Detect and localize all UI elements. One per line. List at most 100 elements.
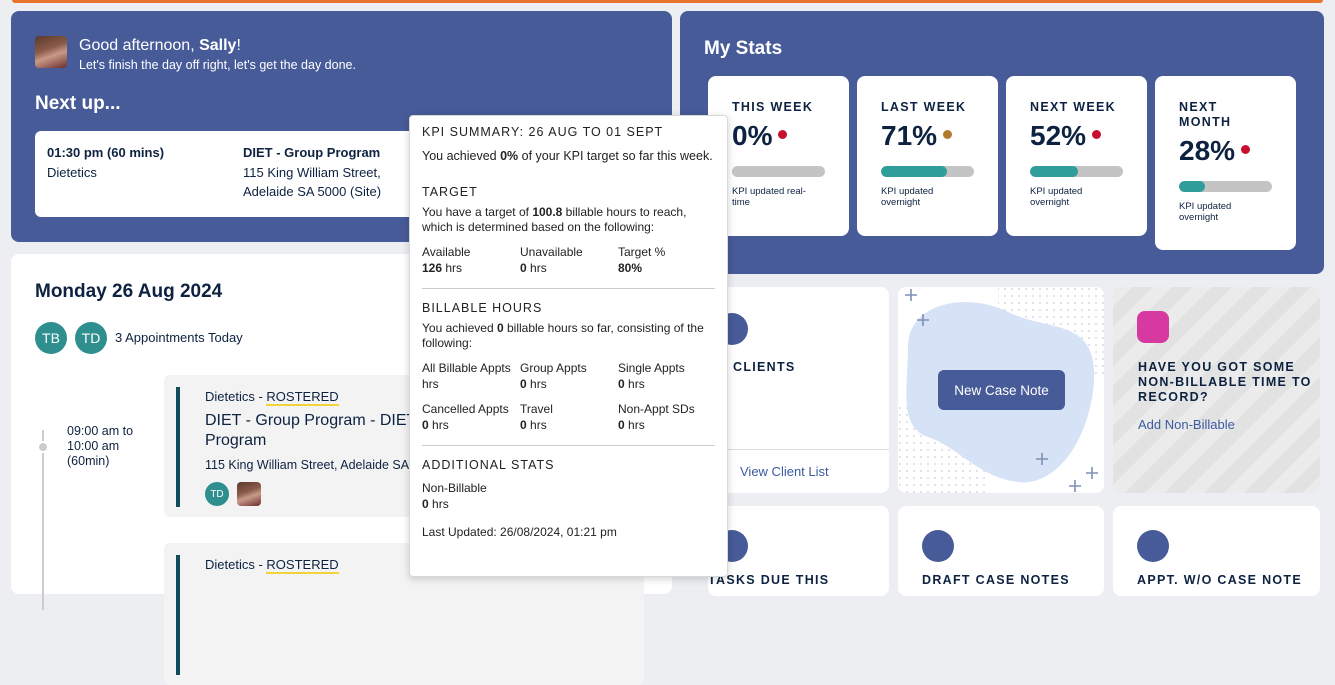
status: ROSTERED bbox=[266, 389, 339, 406]
stat-item: All Billable Appts hrs bbox=[422, 360, 520, 392]
progress-fill bbox=[1179, 181, 1206, 192]
progress-fill bbox=[881, 166, 948, 177]
stat-value: 71% bbox=[881, 120, 953, 152]
section-title: Next up... bbox=[35, 93, 121, 114]
subtitle: Let's finish the day off right, let's ge… bbox=[79, 58, 356, 72]
target-items: Available 126 hrs Unavailable 0 hrs Target %… bbox=[422, 244, 715, 276]
status-dot bbox=[778, 130, 788, 140]
target-text: You have a target of 100.8 billable hour… bbox=[422, 205, 715, 235]
item-unit: hrs bbox=[526, 261, 547, 275]
progress-track bbox=[1179, 181, 1272, 192]
kpi-tooltip: KPI SUMMARY: 26 AUG TO 01 SEPT You achie… bbox=[409, 115, 728, 577]
service: Dietetics bbox=[47, 165, 97, 180]
text: You achieved bbox=[422, 321, 497, 335]
card-title: HAVE YOU GOT SOME NON-BILLABLE TIME TO R… bbox=[1138, 360, 1312, 404]
stat-value: 52% bbox=[1030, 120, 1102, 152]
stat-note: KPI updated overnight bbox=[1030, 186, 1083, 208]
item-label: Non-Appt SDs bbox=[618, 402, 695, 416]
value-label: 52% bbox=[1030, 120, 1087, 151]
billable-text: You achieved 0 billable hours so far, co… bbox=[422, 321, 715, 351]
item-number: 126 bbox=[422, 261, 443, 275]
item-label: Cancelled Appts bbox=[422, 402, 509, 416]
appointment-time: 09:00 am to 10:00 am (60min) bbox=[67, 424, 134, 468]
text: of your KPI target so far this week. bbox=[518, 149, 713, 163]
icon bbox=[922, 530, 954, 562]
stat-label: LAST WEEK bbox=[881, 100, 967, 114]
item-unit: hrs bbox=[526, 377, 547, 391]
status: ROSTERED bbox=[266, 557, 339, 574]
address: 115 King William Street, Adelaide SA 500… bbox=[205, 458, 440, 472]
card-title: CLIENTS bbox=[733, 360, 796, 374]
accent bbox=[176, 555, 180, 675]
timeline-dot bbox=[37, 441, 49, 453]
button[interactable]: New Case Note bbox=[938, 370, 1065, 410]
tooltip-title: KPI SUMMARY: 26 AUG TO 01 SEPT bbox=[422, 125, 664, 139]
stat-note: KPI updated overnight bbox=[1179, 201, 1232, 223]
staff-badge: TD bbox=[75, 322, 107, 354]
item-number: 0 bbox=[618, 418, 625, 432]
summary: 3 Appointments Today bbox=[115, 330, 243, 345]
item-label: Single Appts bbox=[618, 361, 685, 375]
address: 115 King William Street, bbox=[243, 165, 381, 180]
heading: TARGET bbox=[422, 185, 478, 199]
progress-track bbox=[1030, 166, 1123, 177]
item-label: All Billable Appts bbox=[422, 361, 511, 375]
text: You have a target of bbox=[422, 205, 533, 219]
stat-note: KPI updated overnight bbox=[881, 186, 934, 208]
value: 0 bbox=[496, 321, 504, 335]
top-bar bbox=[12, 0, 1323, 3]
item-value: 0 hrs bbox=[618, 417, 716, 433]
item-number: 0 bbox=[520, 418, 527, 432]
item-label: Non-Billable bbox=[422, 481, 487, 495]
accent bbox=[176, 387, 180, 507]
item-number: 0 bbox=[422, 418, 429, 432]
last-updated: Last Updated: 26/08/2024, 01:21 pm bbox=[422, 525, 617, 539]
value-label: 28% bbox=[1179, 135, 1236, 166]
greeting-text: ! bbox=[236, 37, 241, 54]
status-dot bbox=[1241, 145, 1251, 155]
appointment-service: Dietetics - ROSTERED bbox=[205, 557, 339, 574]
value: 100.8 bbox=[532, 205, 563, 219]
progress-track bbox=[881, 166, 974, 177]
divider bbox=[422, 445, 715, 446]
stat-item: Non-Billable 0 hrs bbox=[422, 480, 520, 512]
item-number: 0 bbox=[422, 497, 429, 511]
timeline bbox=[42, 430, 44, 610]
stat-item: Target % 80% bbox=[618, 244, 716, 276]
non-billable-card: HAVE YOU GOT SOME NON-BILLABLE TIME TO R… bbox=[1113, 287, 1320, 493]
item-number: 80% bbox=[618, 261, 643, 275]
additional-items: Non-Billable 0 hrs bbox=[422, 480, 715, 512]
stat-value: 28% bbox=[1179, 135, 1251, 167]
item-unit: hrs bbox=[422, 377, 439, 391]
avatar bbox=[35, 36, 67, 68]
link[interactable]: Add Non-Billable bbox=[1138, 417, 1235, 432]
stat-item: Available 126 hrs bbox=[422, 244, 520, 276]
date: Monday 26 Aug 2024 bbox=[35, 281, 223, 302]
icon bbox=[1137, 311, 1169, 343]
card-title: DRAFT CASE NOTES bbox=[922, 573, 1070, 587]
item-label: Travel bbox=[520, 402, 553, 416]
value: 0% bbox=[500, 149, 519, 163]
stat-card: NEXT WEEK 52% KPI updated overnight bbox=[1006, 76, 1147, 236]
stat-note: KPI updated real-time bbox=[732, 186, 806, 208]
time: 01:30 pm (60 mins) bbox=[47, 145, 165, 160]
item-value: 0 hrs bbox=[520, 417, 618, 433]
greeting: Good afternoon, Sally! bbox=[79, 37, 241, 55]
address: Adelaide SA 5000 (Site) bbox=[243, 184, 382, 199]
staff-badge: TD bbox=[205, 482, 229, 506]
billable-items: All Billable Appts hrs Group Appts 0 hrs Sin… bbox=[422, 360, 716, 433]
appt-card: APPT. W/O CASE NOTE bbox=[1113, 506, 1320, 596]
divider bbox=[708, 449, 889, 450]
progress-fill bbox=[1030, 166, 1079, 177]
stat-item: Travel 0 hrs bbox=[520, 401, 618, 433]
link[interactable]: View Client List bbox=[740, 464, 829, 479]
value-label: 0% bbox=[732, 120, 773, 151]
item-number: 0 bbox=[520, 377, 527, 391]
item-number: 0 bbox=[520, 261, 527, 275]
heading: ADDITIONAL STATS bbox=[422, 458, 555, 472]
user-name: Sally bbox=[199, 37, 237, 54]
clients-card: CLIENTS View Client List bbox=[708, 287, 889, 493]
item-number: 0 bbox=[618, 377, 625, 391]
item-value: 0 hrs bbox=[618, 376, 716, 392]
avatar bbox=[237, 482, 261, 506]
